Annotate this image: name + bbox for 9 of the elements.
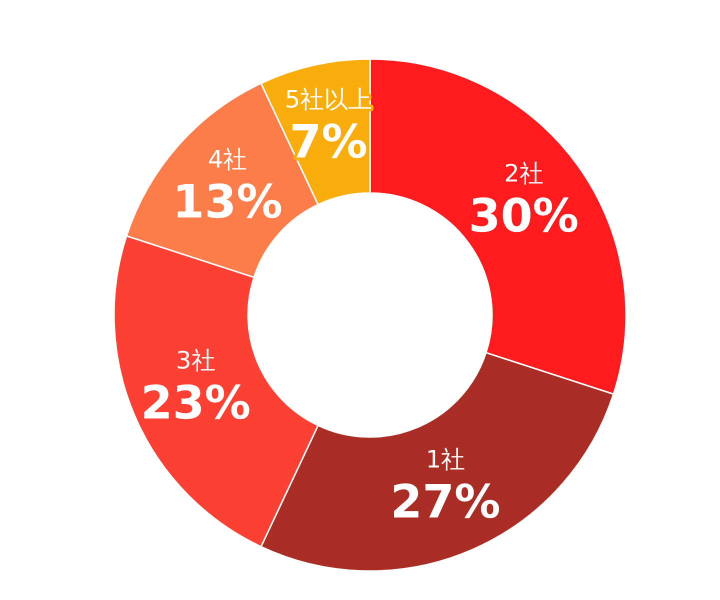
data-label: 13% — [172, 174, 283, 228]
data-label: 27% — [390, 474, 501, 528]
slice-label: 1社 — [426, 445, 466, 474]
data-label: 23% — [140, 375, 251, 430]
slice-label: 4社 — [208, 145, 248, 174]
data-label: 30% — [468, 188, 579, 242]
slice-label: 2社 — [504, 159, 544, 188]
slice-label: 3社 — [176, 346, 216, 374]
data-label: 7% — [290, 114, 368, 169]
